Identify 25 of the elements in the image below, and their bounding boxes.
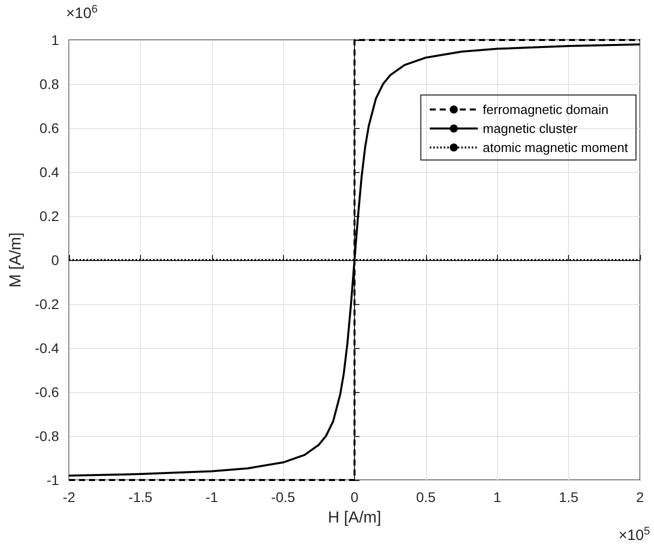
y-tick-label: -0.6 [34,384,60,400]
y-tick-label: 0.6 [40,120,60,136]
y-tick-label: -1 [46,472,60,488]
x-tick-label: 0.5 [416,489,436,505]
y-tick-label: -0.4 [34,340,60,356]
legend-label: magnetic cluster [482,121,578,136]
x-tick-label: -0.5 [271,489,296,505]
x-tick-label: 2 [636,489,644,505]
y-tick-label: 1 [51,32,60,48]
y-tick-label: -0.2 [34,296,60,312]
legend-label: atomic magnetic moment [482,140,628,155]
x-tick-label: 1 [493,489,502,505]
y-tick-label: 0 [51,252,60,268]
y-tick-label: 0.4 [40,164,60,180]
x-tick-label: -1.5 [128,489,153,505]
x-axis-title: H [A/m] [328,510,382,526]
y-tick-label: 0.2 [40,208,60,224]
x-tick-label: -1 [206,489,218,505]
legend-label: ferromagnetic domain [482,102,609,117]
y-axis-title: M [A/m] [8,232,24,288]
y-tick-label: -0.8 [34,428,60,444]
x-tick-label: 0 [350,489,359,505]
y-tick-label: 0.8 [40,76,60,92]
x-tick-label: 1.5 [558,489,579,505]
x-tick-label: -2 [62,489,76,505]
